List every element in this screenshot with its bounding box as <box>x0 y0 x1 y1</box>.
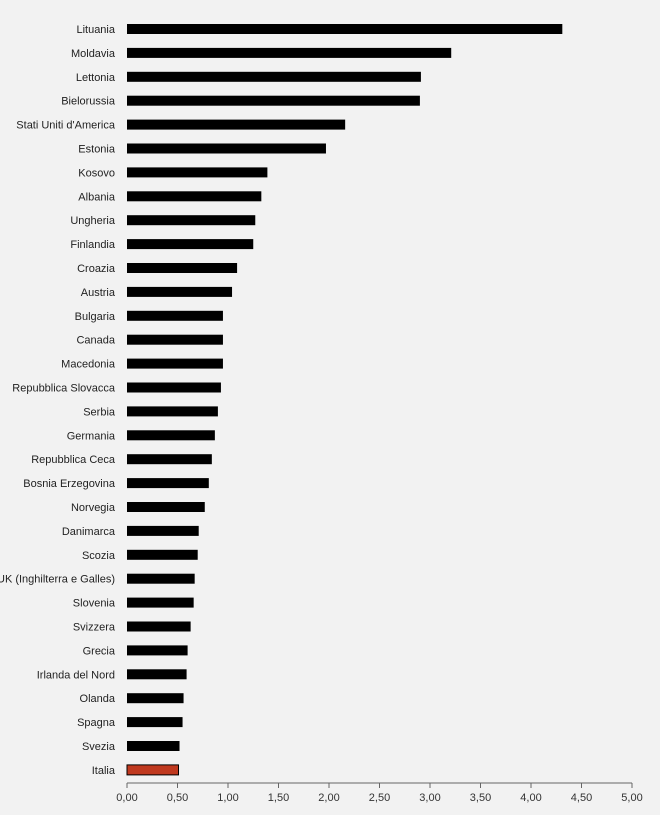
category-label: Scozia <box>82 550 116 562</box>
category-label: Italia <box>92 765 116 777</box>
bar-moldavia <box>127 47 452 58</box>
bar-germania <box>127 430 215 441</box>
bar-norvegia <box>127 502 205 512</box>
bars-group <box>126 24 563 776</box>
category-label: Germania <box>67 430 116 442</box>
x-tick-label: 4,50 <box>571 792 592 804</box>
bar-repubblica-slovacca <box>127 382 221 393</box>
category-label: Austria <box>81 287 116 299</box>
bar-kosovo <box>127 167 268 178</box>
x-tick-label: 5,00 <box>621 792 642 804</box>
category-labels: Lituania Moldavia Lettonia Bielorussia Stati… <box>0 24 116 777</box>
category-label: Norvegia <box>71 502 116 514</box>
bar-ungheria <box>127 215 256 226</box>
bar-lituania <box>127 24 563 34</box>
category-label: Stati Uniti d'America <box>16 120 116 132</box>
x-tick-label: 3,50 <box>470 792 491 804</box>
bar-svezia <box>127 741 180 751</box>
bar-danimarca <box>127 525 199 536</box>
x-tick-label: 2,00 <box>318 792 339 804</box>
category-label: Repubblica Slovacca <box>12 383 116 395</box>
category-label: Svezia <box>82 741 116 753</box>
bar-stati-uniti-d-america <box>127 119 346 130</box>
bar-croazia <box>127 263 238 273</box>
bar-lettonia <box>127 71 421 82</box>
category-label: Repubblica Ceca <box>31 454 116 466</box>
category-label: Lettonia <box>76 72 116 84</box>
bar-bulgaria <box>127 310 223 321</box>
category-label: Slovenia <box>73 598 116 610</box>
category-label: Danimarca <box>62 526 116 538</box>
bar-svizzera <box>127 621 191 632</box>
bar-austria <box>127 286 233 297</box>
category-label: Olanda <box>80 693 116 705</box>
bar-irlanda-del-nord <box>127 669 187 680</box>
x-tick-label: 1,50 <box>268 792 289 804</box>
bar-macedonia <box>127 358 223 369</box>
category-label: UK (Inghilterra e Galles) <box>0 574 115 586</box>
category-label: Canada <box>76 335 115 347</box>
category-label: Albania <box>78 191 116 203</box>
bar-olanda <box>127 693 184 704</box>
bar-bosnia-erzegovina <box>127 478 209 489</box>
category-label: Lituania <box>76 24 115 36</box>
bar-grecia <box>127 645 188 656</box>
bar-scozia <box>127 549 198 560</box>
bar-estonia <box>127 143 326 154</box>
category-label: Bosnia Erzegovina <box>23 478 116 490</box>
category-label: Irlanda del Nord <box>37 669 115 681</box>
x-axis: 0,00 0,50 1,00 1,50 2,00 2,50 3,00 3,50 4,00 4,50… <box>116 782 643 804</box>
category-label: Svizzera <box>73 622 116 634</box>
x-tick-label: 0,50 <box>167 792 188 804</box>
category-label: Ungheria <box>70 215 116 227</box>
category-label: Bulgaria <box>75 311 116 323</box>
bar-slovenia <box>127 597 194 608</box>
category-label: Kosovo <box>78 167 115 179</box>
category-label: Serbia <box>83 406 116 418</box>
category-label: Grecia <box>83 645 116 657</box>
category-label: Spagna <box>77 717 116 729</box>
bar-canada <box>127 334 223 345</box>
x-tick-label: 1,00 <box>217 792 238 804</box>
category-label: Estonia <box>78 144 116 156</box>
category-label: Croazia <box>77 263 116 275</box>
category-label: Macedonia <box>61 359 116 371</box>
category-label: Moldavia <box>71 48 116 60</box>
bar-serbia <box>127 406 218 417</box>
category-label: Bielorussia <box>61 96 116 108</box>
bar-uk-inghilterra-e-galles <box>127 573 195 584</box>
x-tick-label: 0,00 <box>116 792 137 804</box>
bar-albania <box>127 191 262 202</box>
bar-bielorussia <box>127 95 420 106</box>
x-tick-label: 3,00 <box>419 792 440 804</box>
category-label: Finlandia <box>70 239 116 251</box>
x-tick-label: 2,50 <box>369 792 390 804</box>
bar-repubblica-ceca <box>127 454 212 465</box>
x-tick-label: 4,00 <box>520 792 541 804</box>
bar-italia <box>126 764 180 776</box>
bar-finlandia <box>127 239 254 250</box>
bar-spagna <box>127 717 183 728</box>
